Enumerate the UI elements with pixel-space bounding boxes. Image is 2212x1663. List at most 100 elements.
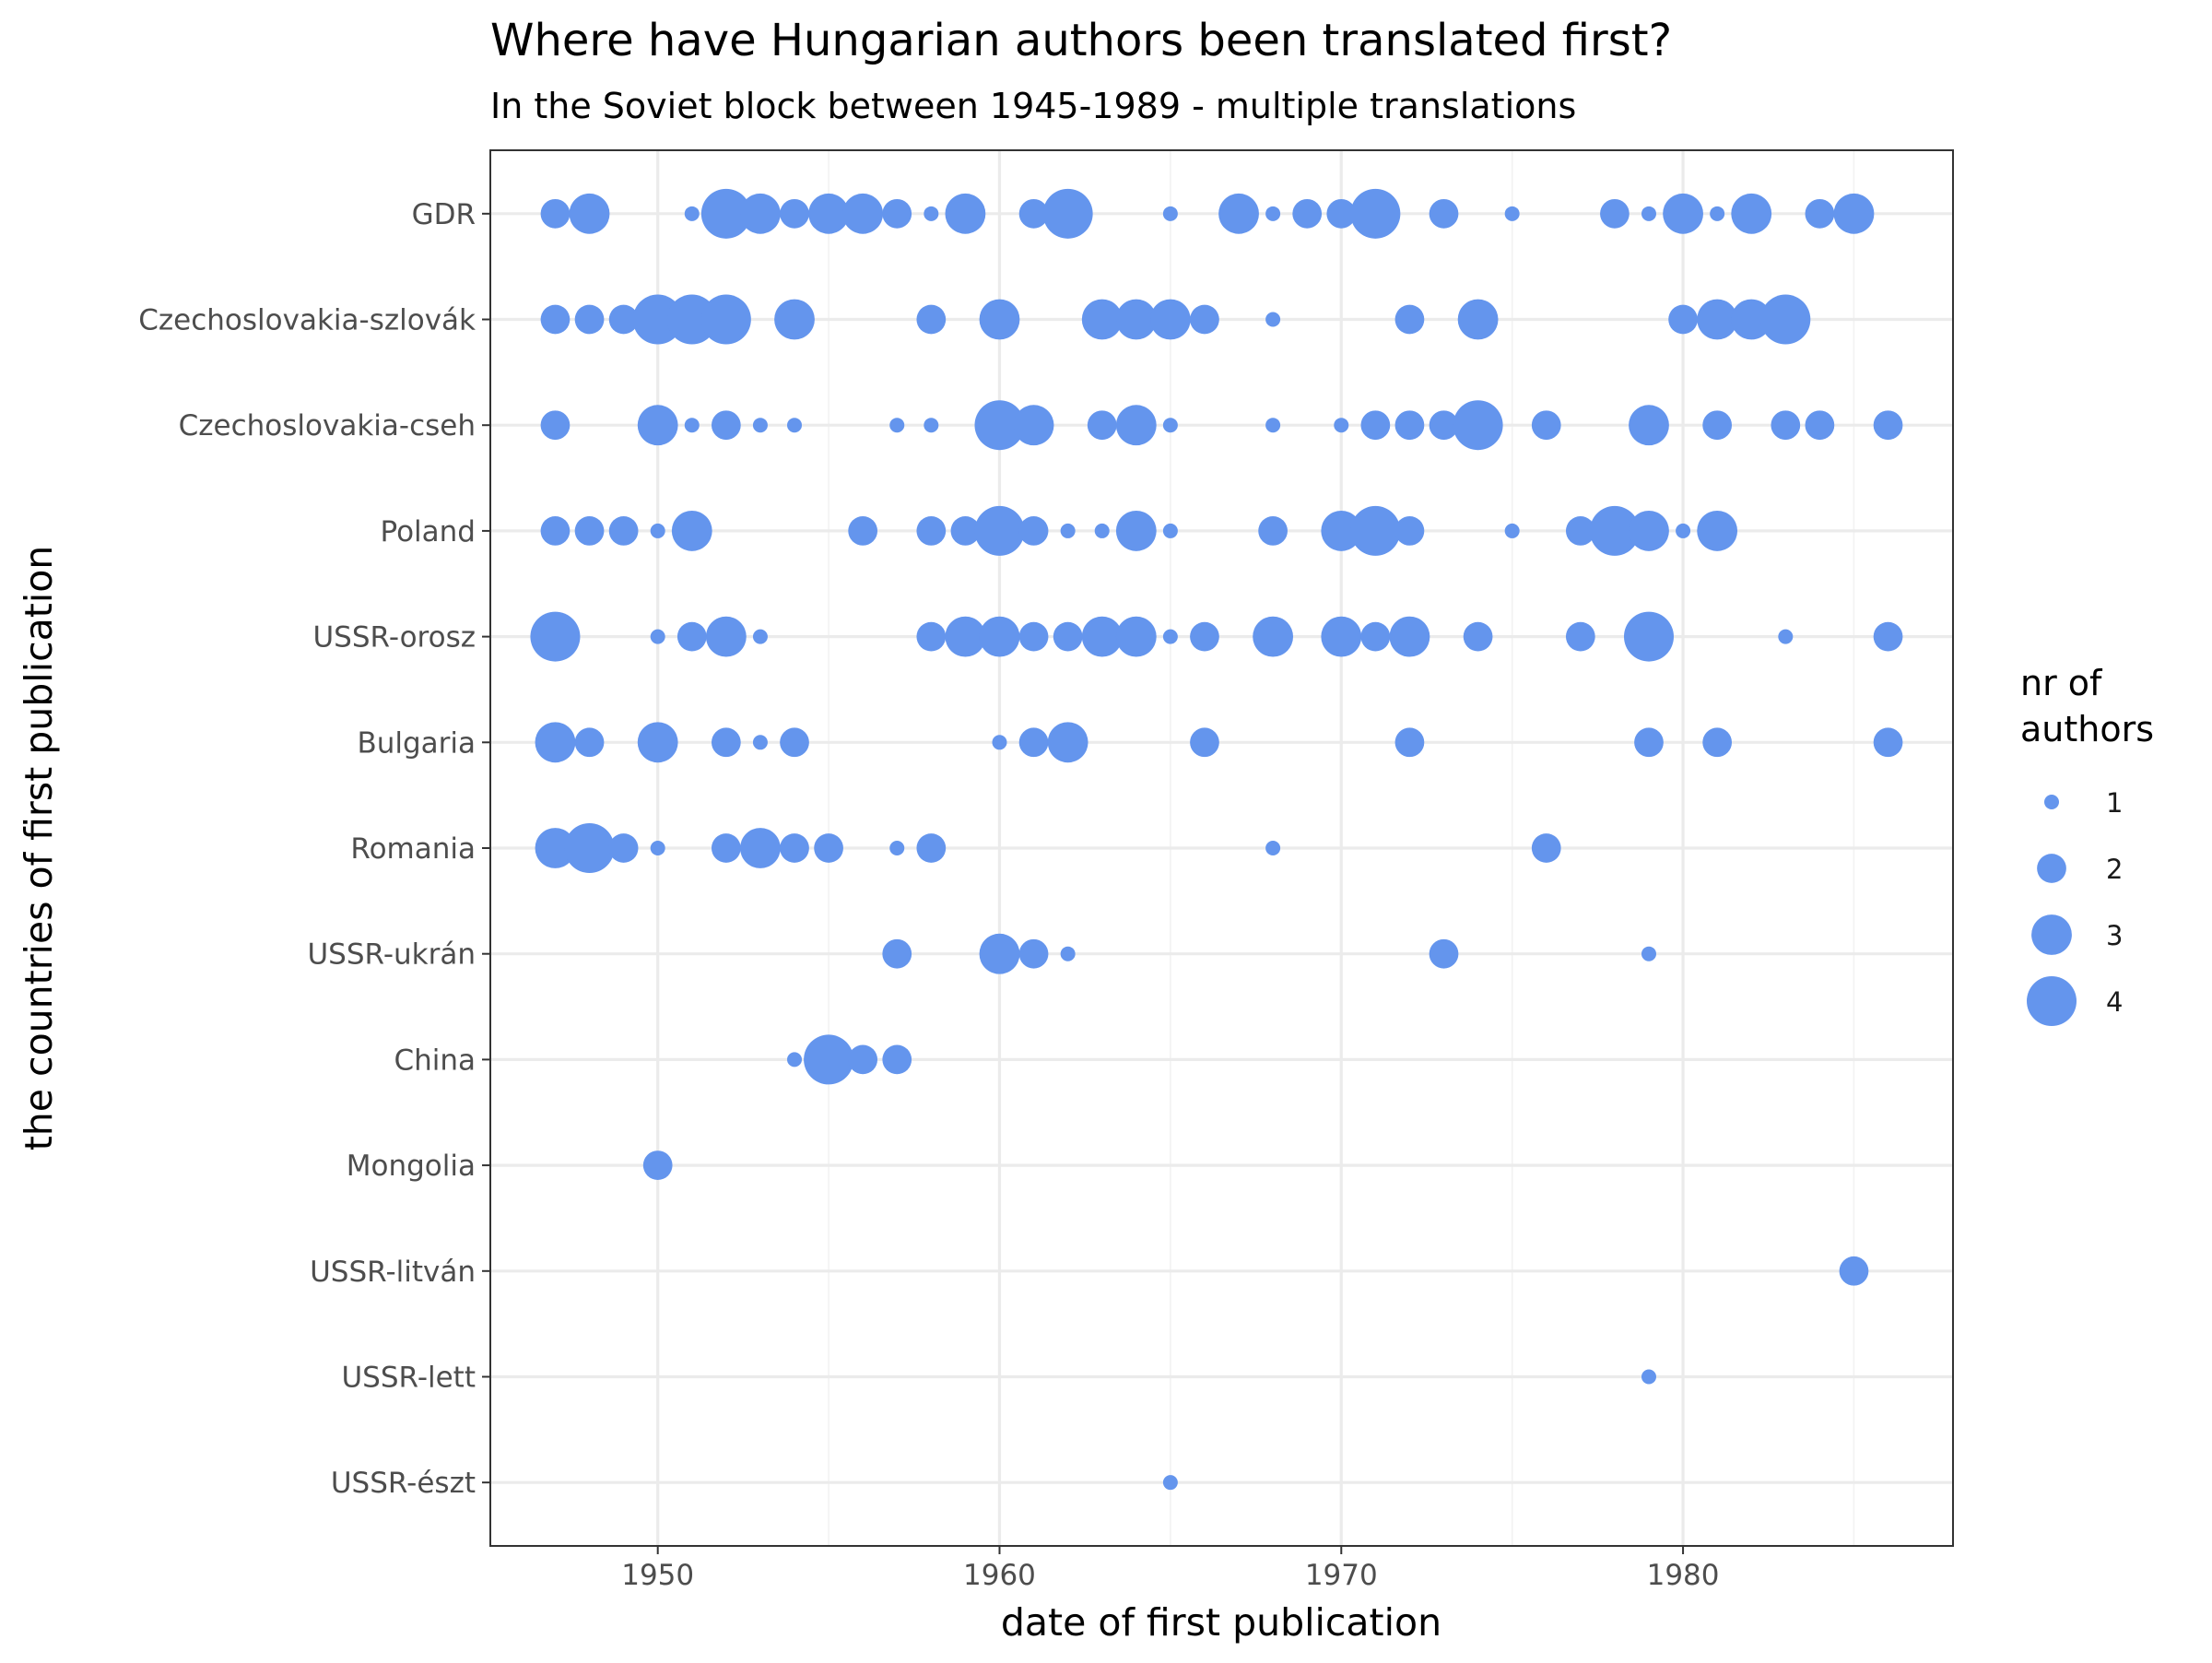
data-point: [1623, 611, 1674, 662]
data-point: [889, 418, 905, 433]
data-point: [1013, 405, 1054, 446]
data-point: [1218, 193, 1259, 234]
data-point: [1360, 621, 1391, 652]
data-point: [1629, 405, 1669, 446]
data-point: [1805, 410, 1835, 441]
y-tick-label: USSR-ukrán: [307, 938, 476, 972]
y-tick-label: USSR-orosz: [312, 621, 476, 655]
data-point: [642, 1150, 673, 1180]
x-tick-label: 1980: [1647, 1559, 1720, 1592]
data-point: [924, 418, 939, 433]
data-point: [889, 841, 905, 855]
data-point: [1265, 841, 1281, 855]
data-point: [1162, 1475, 1178, 1491]
data-point: [1321, 616, 1362, 657]
data-point: [1162, 418, 1178, 433]
data-point: [1641, 206, 1656, 221]
data-point: [574, 516, 605, 546]
data-point: [1018, 938, 1049, 969]
data-point: [1710, 206, 1725, 221]
data-point: [740, 828, 781, 868]
data-point: [1641, 1369, 1656, 1385]
data-point: [671, 511, 712, 551]
data-point: [1162, 629, 1178, 644]
data-point: [540, 304, 571, 335]
data-point: [677, 621, 707, 652]
x-tick-label: 1950: [621, 1559, 694, 1592]
data-point: [1702, 727, 1733, 758]
data-point: [650, 629, 665, 644]
data-point: [1115, 405, 1157, 446]
data-point: [1115, 616, 1157, 657]
data-point: [1565, 516, 1595, 546]
legend-key: [2037, 854, 2066, 883]
data-point: [1565, 621, 1595, 652]
y-tick-label: Czechoslovakia-szlovák: [138, 304, 476, 337]
data-point: [1053, 621, 1083, 652]
data-point: [780, 833, 809, 863]
y-tick-label: USSR-litván: [310, 1256, 476, 1289]
data-point: [1162, 523, 1178, 538]
data-point: [1334, 418, 1349, 433]
data-point: [1253, 616, 1294, 657]
legend-label: 2: [2106, 854, 2123, 885]
data-point: [1531, 410, 1561, 441]
data-point: [1162, 206, 1178, 221]
data-point: [945, 616, 986, 657]
data-point: [1060, 946, 1076, 961]
data-point: [608, 833, 639, 863]
data-point: [1504, 523, 1520, 538]
chart-subtitle: In the Soviet block between 1945-1989 - …: [490, 86, 1576, 126]
data-point: [1589, 505, 1640, 556]
data-point: [711, 833, 741, 863]
legend-title: nr of: [2020, 663, 2103, 703]
data-point: [637, 405, 678, 446]
data-point: [1018, 516, 1049, 546]
legend-title: authors: [2020, 709, 2154, 749]
data-point: [700, 294, 751, 345]
data-point: [1457, 299, 1499, 340]
data-point: [787, 418, 803, 433]
data-point: [945, 193, 986, 234]
y-tick-label: Czechoslovakia-cseh: [179, 409, 476, 442]
data-point: [882, 198, 912, 229]
y-tick-label: GDR: [412, 198, 476, 231]
data-point: [1702, 410, 1733, 441]
y-tick-label: Romania: [350, 832, 476, 866]
data-point: [916, 833, 947, 863]
data-point: [848, 516, 878, 546]
y-tick-label: China: [394, 1044, 476, 1077]
data-point: [1805, 198, 1835, 229]
data-point: [1429, 938, 1459, 969]
data-point: [1873, 727, 1903, 758]
data-point: [705, 616, 747, 657]
data-point: [780, 198, 809, 229]
data-point: [1504, 206, 1520, 221]
data-point: [1190, 727, 1219, 758]
chart-title: Where have Hungarian authors been transl…: [490, 15, 1672, 66]
data-point: [1265, 206, 1281, 221]
data-point: [1190, 304, 1219, 335]
data-point: [1265, 312, 1281, 327]
data-point: [540, 198, 571, 229]
data-point: [1018, 198, 1049, 229]
data-point: [1060, 523, 1076, 538]
data-point: [1042, 188, 1093, 239]
data-point: [1600, 198, 1630, 229]
data-point: [1634, 727, 1664, 758]
data-point: [1350, 505, 1401, 556]
data-point: [974, 505, 1025, 556]
grid: [490, 150, 1953, 1546]
data-point: [1641, 946, 1656, 961]
data-point: [1087, 410, 1117, 441]
data-point: [924, 206, 939, 221]
data-point: [1350, 188, 1401, 239]
data-point: [1360, 410, 1391, 441]
data-point: [569, 193, 610, 234]
data-point: [808, 193, 849, 234]
data-point: [1081, 616, 1123, 657]
data-point: [1668, 304, 1698, 335]
data-point: [1265, 418, 1281, 433]
data-point: [848, 1044, 878, 1075]
